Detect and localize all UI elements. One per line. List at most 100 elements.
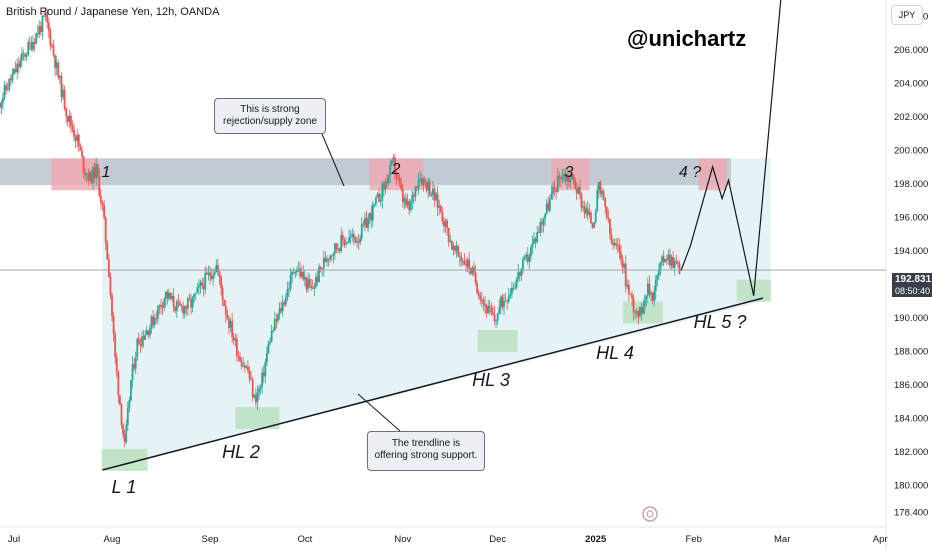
candle-body (324, 257, 327, 262)
candle-body (43, 15, 45, 17)
candle (231, 312, 234, 343)
candle-body (401, 189, 404, 203)
candle-body (248, 371, 251, 379)
candle-body (272, 330, 275, 332)
candle-body (382, 183, 385, 190)
candle-body (39, 26, 42, 33)
candle (95, 158, 98, 187)
candle (280, 301, 283, 314)
candle-body (294, 272, 297, 274)
candle-body (416, 186, 418, 188)
candle-body (520, 268, 523, 276)
candle-body (229, 320, 232, 328)
candle (218, 270, 221, 285)
candle (109, 272, 112, 300)
candle (485, 303, 488, 318)
candle (662, 250, 665, 267)
candle-body (400, 183, 403, 190)
candle (90, 170, 93, 185)
candle-body (332, 253, 335, 256)
candle-body (96, 164, 99, 177)
swing-label-hl5: HL 5 ? (694, 312, 747, 332)
candle-body (665, 258, 668, 261)
candle-body (455, 245, 458, 251)
candle (389, 158, 392, 183)
candle (673, 257, 676, 276)
candle-body (299, 268, 301, 277)
candle (291, 269, 294, 284)
candle (455, 241, 458, 258)
y-tick-label: 180.000 (894, 481, 928, 492)
candle (264, 358, 267, 384)
candle (454, 244, 456, 255)
candle (57, 59, 60, 81)
candle-body (518, 272, 521, 276)
candle (613, 238, 616, 248)
candle (88, 170, 91, 182)
candle (357, 234, 360, 250)
candle (379, 193, 382, 207)
candle-body (111, 294, 113, 316)
candle-body (586, 208, 589, 216)
candle-body (174, 307, 177, 311)
candle (112, 312, 115, 342)
candle-body (98, 176, 101, 197)
candle (171, 292, 173, 302)
candle (572, 174, 575, 186)
candle (55, 55, 58, 76)
y-tick-label: 188.000 (894, 347, 928, 358)
candle-body (253, 395, 256, 398)
trendline-note-pointer (357, 393, 401, 432)
candle-body (103, 204, 105, 218)
candle (199, 279, 202, 294)
candle-body (607, 217, 610, 219)
candle (401, 184, 404, 208)
candle-body (273, 319, 276, 331)
replay-logo-icon-inner (646, 510, 654, 518)
candle (193, 293, 196, 303)
candle-body (125, 424, 128, 443)
candle (492, 305, 494, 316)
candle-body (54, 55, 56, 69)
candle-body (582, 206, 584, 208)
candle (180, 304, 183, 312)
candle (123, 429, 126, 448)
candle-body (422, 178, 425, 186)
candle (183, 305, 186, 319)
candle-body (658, 270, 660, 275)
candle-body (564, 174, 567, 181)
candle-body (207, 272, 210, 275)
candle-body (469, 268, 472, 274)
candle (468, 251, 471, 275)
candle (609, 218, 611, 240)
candle (558, 171, 561, 187)
candle (96, 163, 99, 180)
x-tick-label: Feb (685, 534, 701, 545)
currency-button[interactable]: JPY (891, 5, 923, 25)
candle (120, 403, 123, 429)
candle-body (231, 320, 234, 338)
candle (147, 330, 150, 339)
candle (329, 254, 332, 263)
candle-body (101, 202, 104, 205)
candle (65, 107, 68, 124)
candle-body (567, 175, 570, 183)
candle-body (427, 181, 430, 191)
candle (585, 203, 588, 219)
candle-body (204, 272, 207, 290)
candle (77, 133, 80, 153)
candle-body (591, 223, 594, 228)
candle-body (501, 296, 504, 308)
candle-body (449, 241, 452, 243)
candle-body (375, 197, 377, 204)
candle-body (237, 356, 240, 358)
candle-body (542, 219, 545, 225)
candle (166, 289, 169, 305)
candle (637, 309, 640, 325)
candle (44, 7, 47, 22)
candle (98, 168, 101, 198)
candle (115, 352, 118, 378)
candle-body (160, 304, 162, 308)
candle-body (597, 181, 600, 191)
